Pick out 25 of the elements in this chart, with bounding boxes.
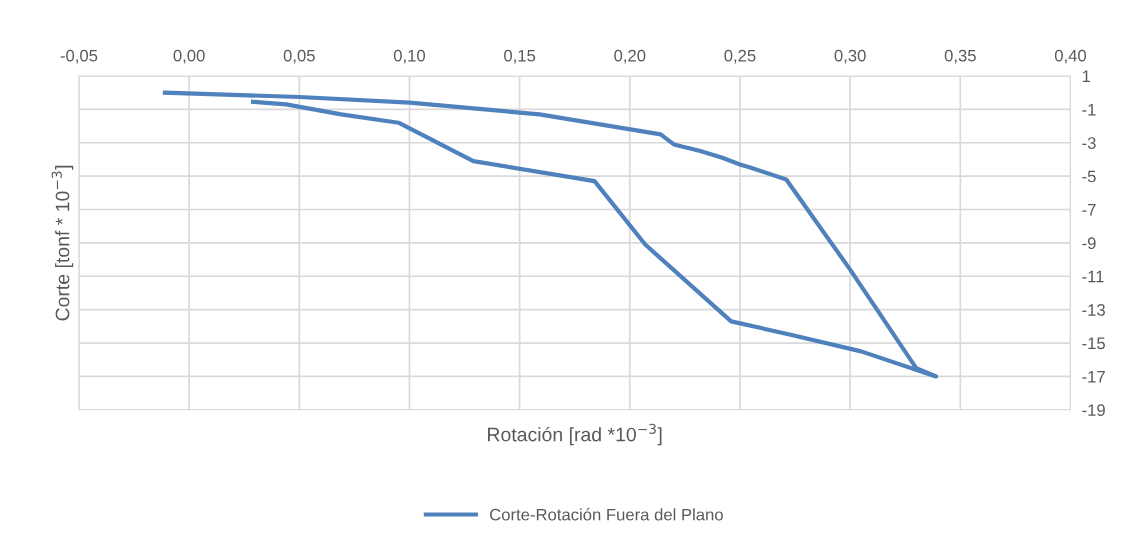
y-tick-label: -11 bbox=[1082, 270, 1104, 283]
y-tick-label: -5 bbox=[1082, 170, 1096, 183]
x-tick-label: 0,00 bbox=[173, 49, 205, 64]
y-tick-label: -17 bbox=[1082, 371, 1105, 383]
y-axis-title: Corte [tonf * 10$^{−3}$] bbox=[51, 165, 74, 321]
x-tick-label: 0,10 bbox=[393, 49, 426, 64]
x-tick-label: 0,35 bbox=[944, 49, 976, 64]
x-tick-label: 0,05 bbox=[283, 49, 315, 64]
x-tick-label: 0,25 bbox=[724, 49, 756, 64]
y-tick-label: -19 bbox=[1082, 404, 1105, 417]
x-tick-label: -0,05 bbox=[60, 49, 98, 64]
y-tick-label: -13 bbox=[1082, 304, 1105, 316]
x-axis-title: Rotación [rad *10$^{−3}$] bbox=[488, 423, 662, 446]
line-series bbox=[162, 90, 939, 379]
y-tick-label: -1 bbox=[1082, 103, 1096, 116]
y-tick-label: 1 bbox=[1082, 70, 1091, 83]
y-tick-label: -7 bbox=[1082, 204, 1096, 216]
y-tick-label: -15 bbox=[1082, 337, 1105, 350]
x-tick-label: 0,15 bbox=[504, 49, 536, 64]
x-tick-label: 0,20 bbox=[614, 49, 646, 64]
x-tick-label: 0,40 bbox=[1054, 49, 1087, 64]
y-tick-label: -9 bbox=[1082, 237, 1096, 250]
y-tick-label: -3 bbox=[1082, 137, 1096, 149]
x-tick-label: 0,30 bbox=[834, 49, 866, 64]
legend-label: Corte-Rotación Fuera del Plano bbox=[490, 508, 723, 521]
